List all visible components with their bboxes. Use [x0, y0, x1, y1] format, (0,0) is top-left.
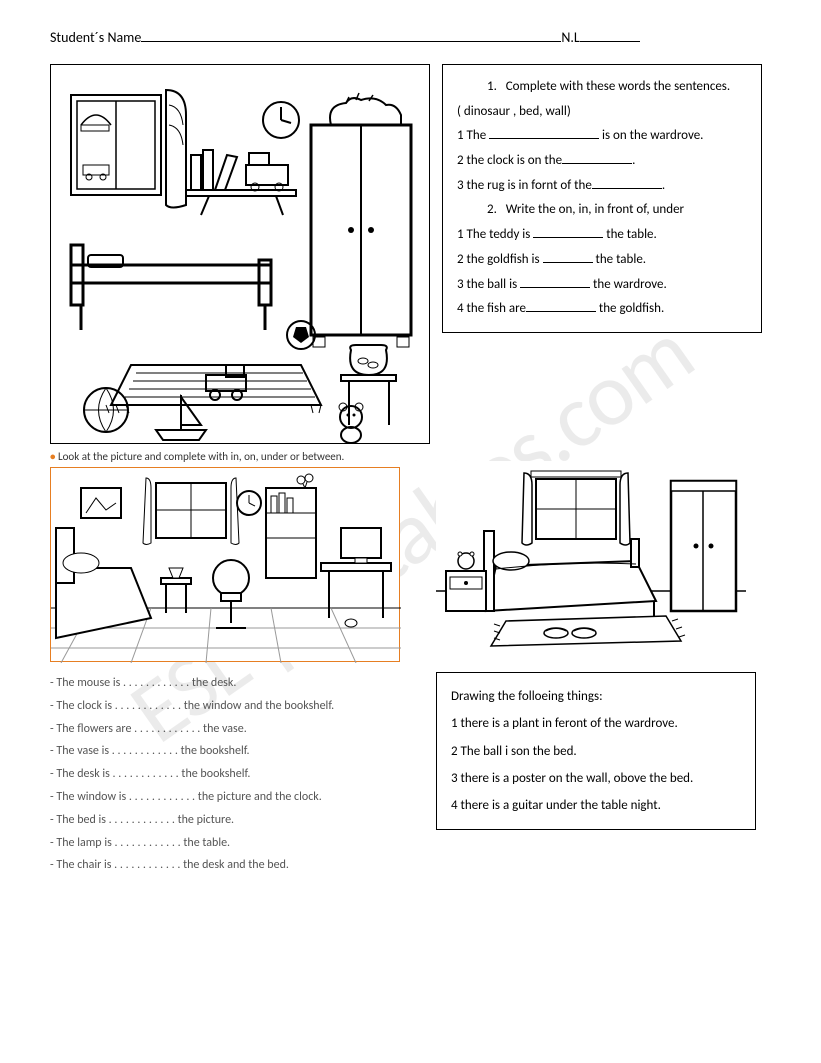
- ex2-blank-4[interactable]: [526, 300, 596, 312]
- room-image-2: [50, 467, 400, 662]
- draw-item-4: 4 there is a guitar under the table nigh…: [451, 792, 741, 819]
- ex2-title: Write the on, in, in front of, under: [506, 202, 684, 217]
- ex1-blank-3[interactable]: [592, 177, 662, 189]
- room-image-1: [50, 64, 430, 444]
- ex2-item-2: 2 the goldfish is the table.: [457, 248, 747, 273]
- draw-item-1: 1 there is a plant in feront of the ward…: [451, 710, 741, 737]
- ex2-item-4: 4 the fish are the goldfish.: [457, 297, 747, 322]
- fill-item-9: - The chair is . . . . . . . . . . . . t…: [50, 854, 400, 877]
- name-label: Student´s Name: [50, 29, 141, 46]
- draw-title: Drawing the folloeing things:: [451, 683, 741, 710]
- fill-item-6: - The window is . . . . . . . . . . . . …: [50, 786, 400, 809]
- ex1-title: Complete with these words the sentences.: [506, 79, 731, 94]
- room-image-3: [436, 461, 746, 656]
- ex1-blank-2[interactable]: [562, 152, 632, 164]
- ex2-item-1: 1 The teddy is the table.: [457, 223, 747, 248]
- bullet-icon: •: [50, 450, 55, 463]
- ex1-item-2: 2 the clock is on the.: [457, 149, 747, 174]
- drawing-box: Drawing the folloeing things: 1 there is…: [436, 672, 756, 830]
- ex1-blank-1[interactable]: [489, 127, 599, 139]
- exercise-box-1: 1. Complete with these words the sentenc…: [442, 64, 762, 333]
- nl-input-line[interactable]: [580, 28, 640, 42]
- ex1-item-3: 3 the rug is in fornt of the.: [457, 174, 747, 199]
- fill-item-4: - The vase is . . . . . . . . . . . . th…: [50, 740, 400, 763]
- ex2-blank-1[interactable]: [533, 226, 603, 238]
- ex2-blank-3[interactable]: [520, 276, 590, 288]
- draw-item-2: 2 The ball i son the bed.: [451, 738, 741, 765]
- ex1-item-1: 1 The is on the wardrove.: [457, 124, 747, 149]
- header-row: Student´s Name N.L: [50, 28, 771, 46]
- fill-item-7: - The bed is . . . . . . . . . . . . the…: [50, 809, 400, 832]
- ex2-blank-2[interactable]: [543, 251, 593, 263]
- fill-in-list: - The mouse is . . . . . . . . . . . . t…: [50, 672, 400, 877]
- ex2-item-3: 3 the ball is the wardrove.: [457, 273, 747, 298]
- ex1-wordbank: ( dinosaur , bed, wall): [457, 100, 747, 125]
- fill-item-2: - The clock is . . . . . . . . . . . . t…: [50, 695, 400, 718]
- draw-item-3: 3 there is a poster on the wall, obove t…: [451, 765, 741, 792]
- fill-item-5: - The desk is . . . . . . . . . . . . th…: [50, 763, 400, 786]
- name-input-line[interactable]: [141, 28, 561, 42]
- fill-item-3: - The flowers are . . . . . . . . . . . …: [50, 718, 400, 741]
- nl-label: N.L: [561, 29, 579, 46]
- fill-item-1: - The mouse is . . . . . . . . . . . . t…: [50, 672, 400, 695]
- fill-item-8: - The lamp is . . . . . . . . . . . . th…: [50, 832, 400, 855]
